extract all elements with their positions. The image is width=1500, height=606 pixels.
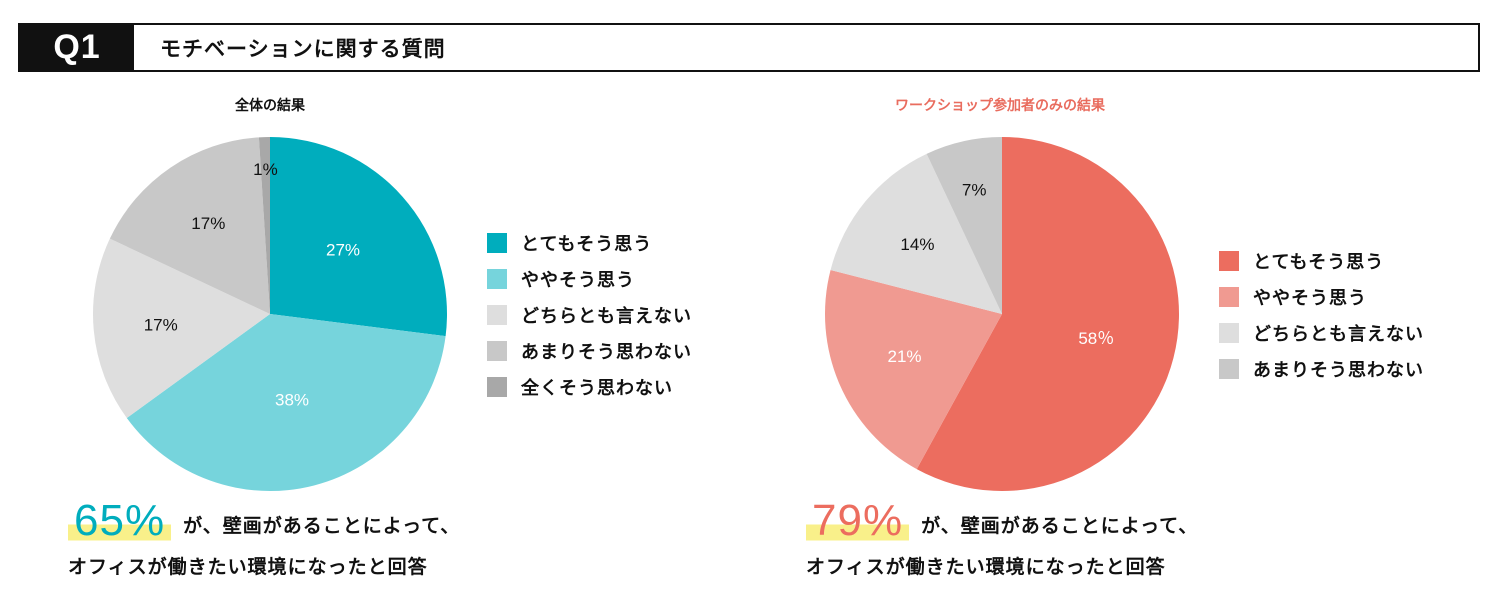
pie-chart-workshop: 58％ 21% 14% 7% xyxy=(825,137,1179,491)
pie-slice-4 xyxy=(926,137,1002,314)
summary-text-line1: が、壁画があることによって、 xyxy=(921,515,1199,537)
legend-item: あまりそう思わない xyxy=(1219,351,1424,387)
legend-swatch xyxy=(1219,323,1239,343)
pie-slice-4 xyxy=(109,137,270,314)
pie-slice-label: 7% xyxy=(962,181,987,200)
legend-label: とてもそう思う xyxy=(1253,252,1385,273)
question-title: モチベーションに関する質問 xyxy=(160,36,446,61)
legend-item: とてもそう思う xyxy=(487,225,692,261)
legend-label: ややそう思う xyxy=(1253,288,1367,309)
summary-percent: 79% xyxy=(806,498,910,544)
question-header: Q1 モチベーションに関する質問 xyxy=(18,23,1480,72)
summary-text-line2: オフィスが働きたい環境になったと回答 xyxy=(68,556,428,578)
legend-label: とてもそう思う xyxy=(521,234,653,255)
legend-label: ややそう思う xyxy=(521,270,635,291)
legend-swatch xyxy=(1219,287,1239,307)
pie-slice-3 xyxy=(830,153,1002,314)
legend-item: どちらとも言えない xyxy=(1219,315,1424,351)
pie-chart-overall: 27% 38% 17% 17% 1% xyxy=(93,137,447,492)
legend-swatch xyxy=(487,233,507,253)
pie-slice-label: 1% xyxy=(253,160,278,179)
summary-workshop: 79% が、壁画があることによって、 オフィスが働きたい環境になったと回答 xyxy=(806,498,1198,579)
pie-slice-label: 27% xyxy=(326,241,360,260)
legend-swatch xyxy=(487,341,507,361)
pie-slice-2 xyxy=(126,314,446,492)
pie-slice-label: 38% xyxy=(275,391,309,410)
question-number-badge: Q1 xyxy=(20,25,134,70)
legend-label: どちらとも言えない xyxy=(521,306,692,327)
legend-workshop: とてもそう思う ややそう思うどちらとも言えない あまりそう思わない xyxy=(1219,243,1424,387)
summary-text-line1: が、壁画があることによって、 xyxy=(183,515,461,537)
pie-slice-label: 17% xyxy=(144,315,178,334)
legend-item: どちらとも言えない xyxy=(487,297,692,333)
legend-label: 全くそう思わない xyxy=(521,378,673,399)
pie-slice-label: 17% xyxy=(191,214,225,233)
legend-swatch xyxy=(487,269,507,289)
legend-item: 全くそう思わない xyxy=(487,369,692,405)
pie-slice-label: 14% xyxy=(900,235,934,254)
legend-swatch xyxy=(487,305,507,325)
pie-slice-label: 58％ xyxy=(1078,329,1114,348)
legend-swatch xyxy=(1219,251,1239,271)
legend-item: ややそう思う xyxy=(1219,279,1424,315)
pie-slice-3 xyxy=(93,238,270,419)
legend-label: どちらとも言えない xyxy=(1253,324,1424,345)
summary-overall: 65% が、壁画があることによって、 オフィスが働きたい環境になったと回答 xyxy=(68,498,460,579)
legend-overall: とてもそう思う ややそう思うどちらとも言えない あまりそう思わない 全くそう思わない xyxy=(487,225,692,405)
pie-slice-5 xyxy=(258,137,270,314)
pie-slice-1 xyxy=(916,137,1179,491)
pie-slice-1 xyxy=(270,137,447,337)
chart-title-workshop: ワークショップ参加者のみの結果 xyxy=(895,98,1105,114)
legend-swatch xyxy=(487,377,507,397)
legend-swatch xyxy=(1219,359,1239,379)
legend-item: ややそう思う xyxy=(487,261,692,297)
pie-slice-2 xyxy=(825,269,1002,470)
chart-title-overall: 全体の結果 xyxy=(235,98,305,114)
pie-slice-label: 21% xyxy=(888,347,922,366)
legend-label: あまりそう思わない xyxy=(1253,360,1424,381)
summary-text-line2: オフィスが働きたい環境になったと回答 xyxy=(806,556,1166,578)
legend-item: とてもそう思う xyxy=(1219,243,1424,279)
summary-percent: 65% xyxy=(68,498,172,544)
legend-label: あまりそう思わない xyxy=(521,342,692,363)
legend-item: あまりそう思わない xyxy=(487,333,692,369)
